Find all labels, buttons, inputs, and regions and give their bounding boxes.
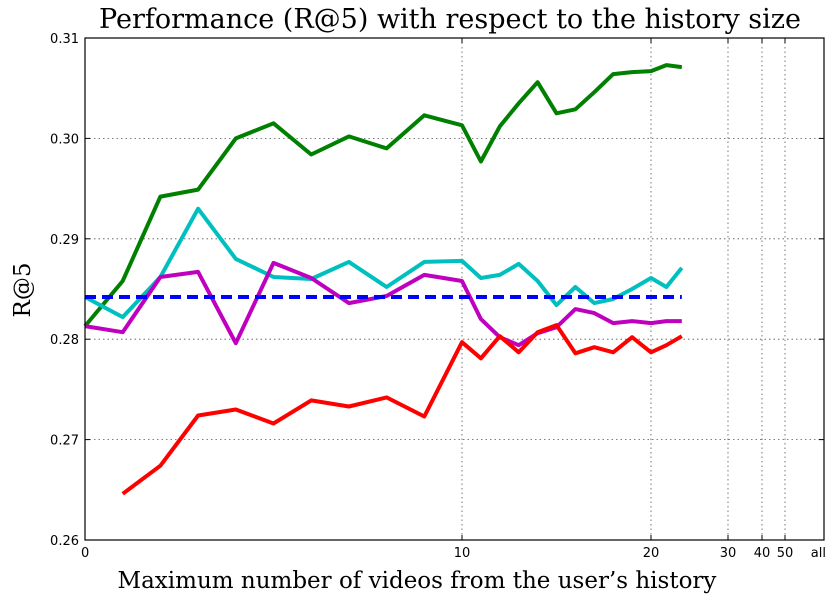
y-axis-label: R@5	[10, 263, 36, 318]
plot-frame	[84, 37, 825, 541]
x-tick-label: 50	[777, 546, 794, 561]
x-tick-label: 40	[754, 546, 771, 561]
x-tick-label: 10	[454, 546, 471, 561]
y-tick-label: 0.27	[50, 434, 79, 449]
axis-ticks: 0.26 0.27 0.28 0.29 0.30 0.31 0 10 20 30 40 50 all	[50, 32, 826, 561]
y-tick-label: 0.30	[50, 132, 79, 147]
x-tick-label: 20	[643, 546, 660, 561]
x-axis-label: Maximum number of videos from the user’s…	[118, 568, 717, 594]
series-line-3	[84, 260, 682, 348]
y-tick-label: 0.26	[50, 534, 79, 549]
x-tick-label: 30	[720, 546, 737, 561]
x-tick-label: 0	[81, 546, 89, 561]
y-tick-label: 0.28	[50, 333, 79, 348]
series-line-1	[83, 63, 683, 328]
x-tick-label: all	[811, 546, 826, 561]
y-tick-label: 0.29	[50, 233, 79, 248]
series-line-4	[121, 323, 683, 496]
chart-title: Performance (R@5) with respect to the hi…	[99, 4, 801, 35]
y-tick-label: 0.31	[50, 32, 79, 47]
grid-lines	[85, 38, 824, 540]
series-lines	[83, 63, 684, 496]
